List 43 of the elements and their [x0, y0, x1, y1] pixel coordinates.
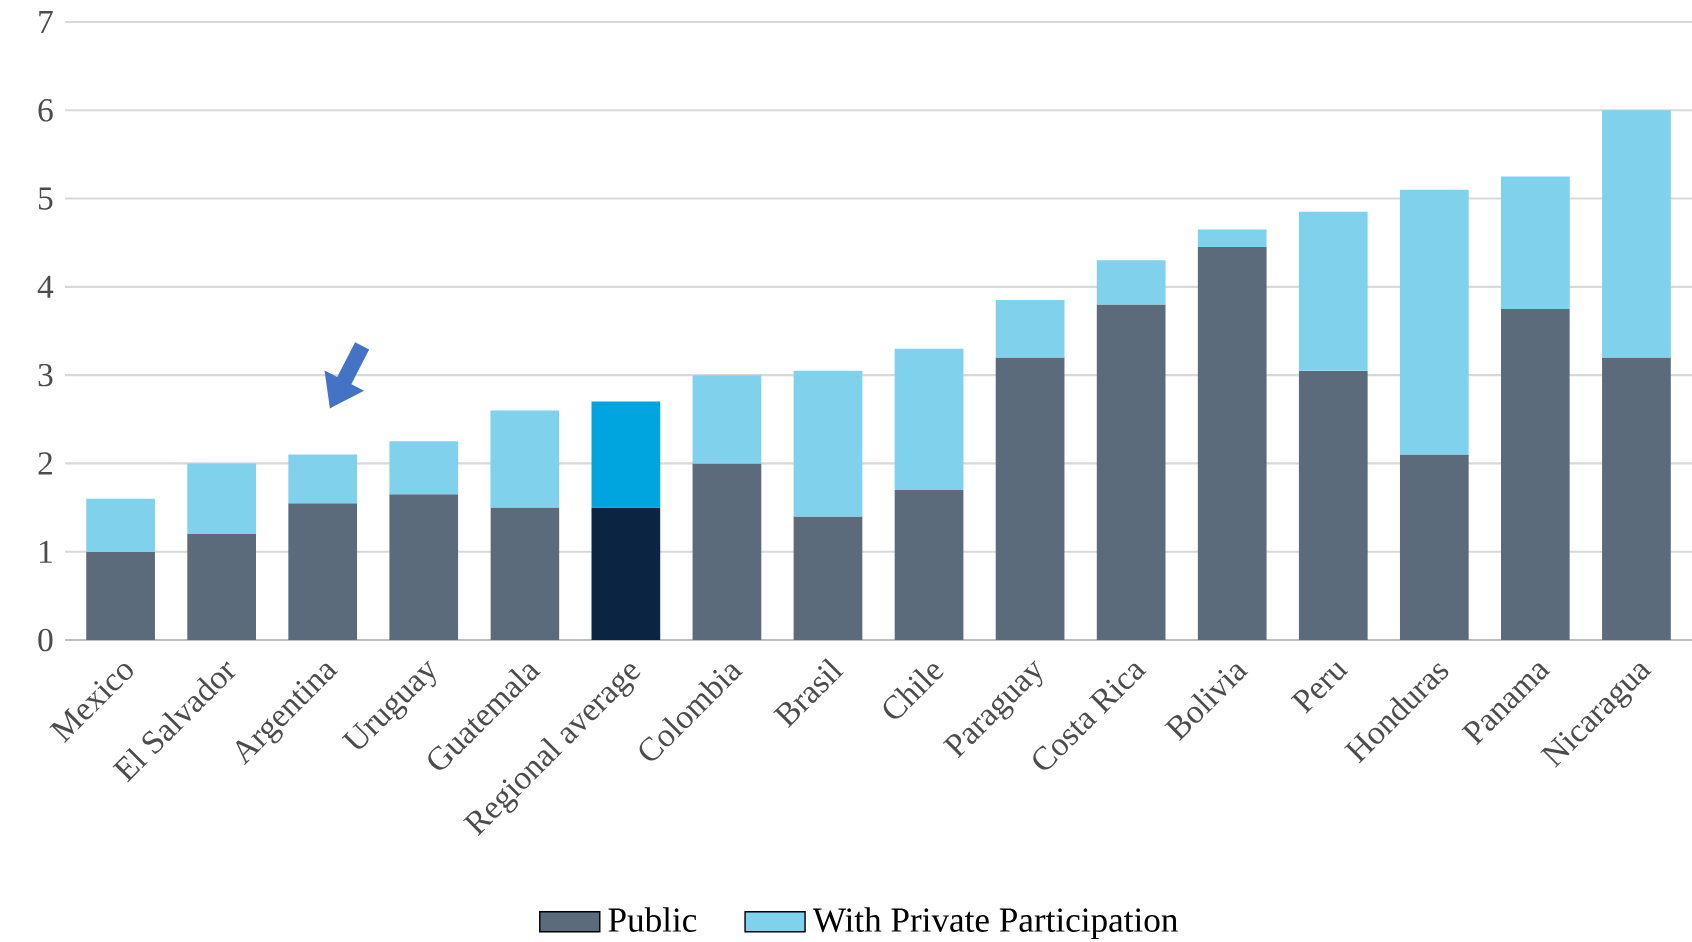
bar [288, 454, 358, 504]
bar [793, 516, 863, 640]
bar [86, 551, 155, 640]
bar [1298, 370, 1368, 640]
y-tick-label: 6 [38, 99, 53, 122]
bar [1602, 110, 1671, 358]
bar [1096, 304, 1166, 640]
bar [591, 507, 661, 640]
bar [187, 463, 256, 535]
bar [86, 498, 155, 552]
bar [490, 507, 560, 640]
y-tick-label: 4 [37, 275, 54, 298]
bar [591, 401, 661, 508]
bar [1501, 308, 1570, 640]
bar [1399, 454, 1469, 640]
bar [894, 489, 964, 640]
bar [894, 348, 964, 490]
legend-label: With Private Participation [812, 907, 1178, 940]
bar [187, 534, 256, 640]
bar [1096, 260, 1166, 305]
bar [692, 463, 762, 640]
bar [1399, 189, 1469, 455]
y-tick-label: 3 [38, 363, 53, 387]
bar [1298, 211, 1368, 371]
bar [1501, 176, 1570, 309]
y-tick-label: 2 [38, 452, 52, 475]
x-tick-label: Chile [883, 664, 944, 719]
y-tick-label: 5 [38, 187, 53, 210]
y-tick-label: 1 [39, 540, 52, 563]
bar [389, 494, 459, 640]
bar [995, 357, 1065, 640]
y-tick-label: 0 [38, 628, 53, 652]
bar [288, 503, 358, 640]
bar [793, 370, 863, 517]
bar [1602, 357, 1671, 640]
y-tick-label: 7 [39, 11, 53, 33]
bar [692, 375, 762, 464]
legend-label: Public [608, 907, 697, 932]
bar [1197, 229, 1267, 248]
bar [490, 410, 560, 508]
bar [1197, 247, 1267, 640]
bar [995, 300, 1065, 358]
bar [389, 441, 459, 495]
